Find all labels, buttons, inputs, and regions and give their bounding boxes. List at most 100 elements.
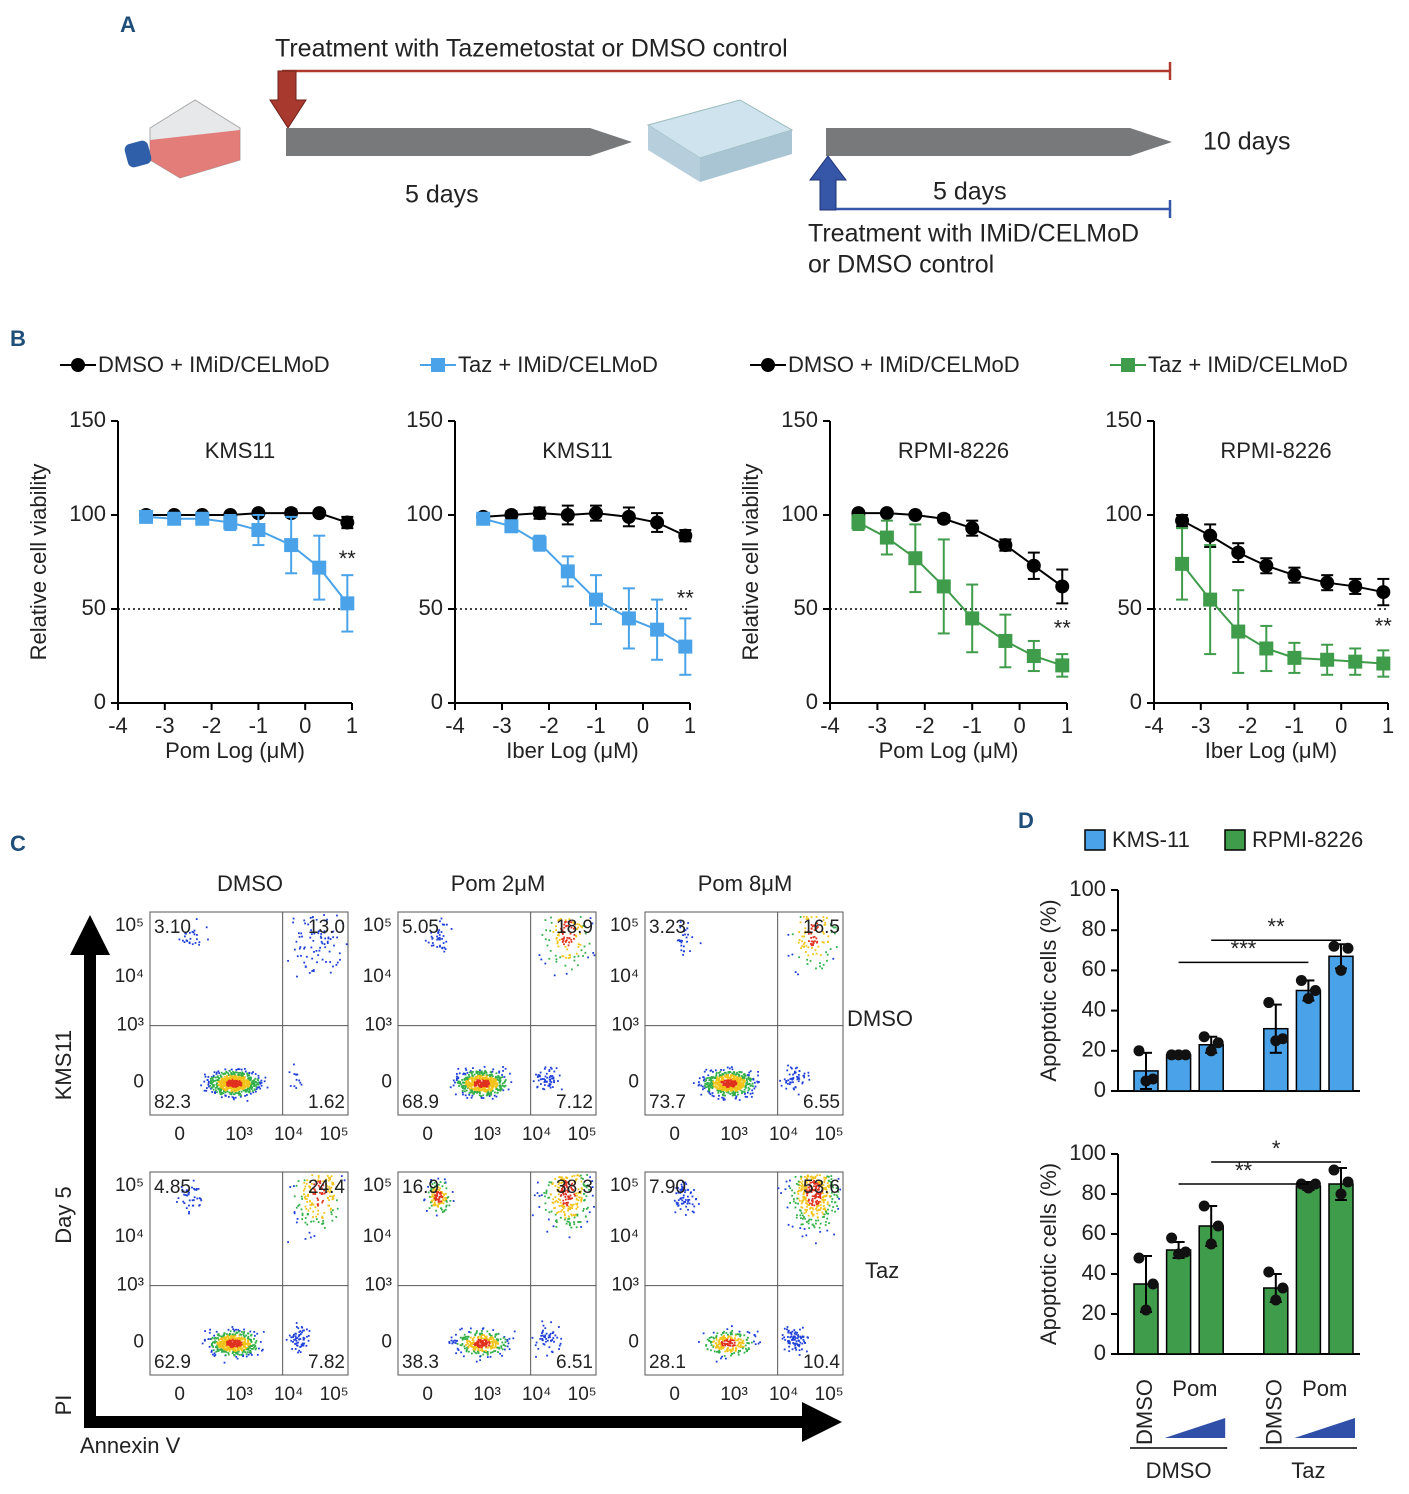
event-dot xyxy=(224,1094,227,1097)
event-dot xyxy=(573,959,576,962)
event-dot xyxy=(468,1085,471,1088)
event-dot xyxy=(686,1202,689,1205)
event-dot xyxy=(255,1088,258,1091)
event-dot xyxy=(319,929,322,932)
event-dot xyxy=(735,1081,738,1084)
event-dot xyxy=(683,1201,686,1203)
event-dot xyxy=(492,1068,495,1071)
event-dot xyxy=(237,1353,239,1356)
event-dot xyxy=(564,1217,567,1220)
event-dot xyxy=(441,1208,443,1211)
event-dot xyxy=(304,1238,307,1240)
event-dot xyxy=(723,1088,726,1091)
event-dot xyxy=(570,1186,573,1189)
event-dot xyxy=(577,1192,580,1194)
event-dot xyxy=(549,1332,552,1335)
event-dot xyxy=(704,1083,707,1085)
event-dot xyxy=(487,1080,490,1083)
event-dot xyxy=(232,1343,234,1346)
event-dot xyxy=(565,1176,568,1179)
event-dot xyxy=(472,1088,474,1090)
event-dot xyxy=(207,1338,210,1340)
event-dot xyxy=(677,1187,679,1189)
event-dot xyxy=(830,1175,833,1177)
event-dot xyxy=(239,1339,242,1342)
event-dot xyxy=(813,929,816,932)
event-dot xyxy=(256,1078,259,1081)
event-dot xyxy=(250,1083,253,1086)
marker xyxy=(284,538,299,553)
event-dot xyxy=(462,1085,464,1087)
event-dot xyxy=(317,1221,320,1223)
event-dot xyxy=(219,1338,222,1341)
event-dot xyxy=(746,1091,749,1094)
event-dot xyxy=(491,1075,494,1078)
event-dot xyxy=(320,937,323,939)
event-dot xyxy=(317,1176,320,1179)
event-dot xyxy=(799,916,802,918)
event-dot xyxy=(811,1202,813,1205)
event-dot xyxy=(472,1349,475,1352)
event-dot xyxy=(487,1082,490,1085)
event-dot xyxy=(226,1090,229,1093)
event-dot xyxy=(729,1074,732,1077)
event-dot xyxy=(223,1084,226,1087)
event-dot xyxy=(473,1090,476,1093)
x-tick-label: 10⁵ xyxy=(815,1124,844,1145)
event-dot xyxy=(815,1186,817,1189)
event-dot xyxy=(303,946,306,949)
event-dot xyxy=(726,1075,729,1078)
event-dot xyxy=(803,1190,806,1193)
event-dot xyxy=(235,1090,238,1092)
event-dot xyxy=(313,932,316,935)
arrow xyxy=(809,155,847,211)
event-dot xyxy=(552,1077,555,1080)
event-dot xyxy=(305,1344,308,1347)
event-dot xyxy=(502,1089,505,1092)
event-dot xyxy=(467,1074,470,1076)
marker xyxy=(908,508,923,522)
event-dot xyxy=(826,1208,829,1211)
event-dot xyxy=(243,1076,246,1079)
event-dot xyxy=(499,1352,502,1355)
event-dot xyxy=(473,1079,476,1082)
event-dot xyxy=(309,1179,312,1182)
event-dot xyxy=(507,1088,510,1091)
event-dot xyxy=(441,1191,444,1194)
event-dot xyxy=(809,1207,812,1210)
event-dot xyxy=(790,1077,793,1080)
event-dot xyxy=(299,1333,302,1335)
event-dot xyxy=(827,1185,829,1187)
event-dot xyxy=(808,1188,811,1191)
event-dot xyxy=(491,1089,494,1092)
event-dot xyxy=(216,1350,219,1352)
event-dot xyxy=(317,1179,320,1182)
event-dot xyxy=(463,1333,466,1336)
event-dot xyxy=(214,1076,217,1079)
event-dot xyxy=(223,1077,225,1080)
arrow xyxy=(269,70,307,129)
event-dot xyxy=(288,1071,291,1074)
event-dot xyxy=(477,1086,480,1089)
marker xyxy=(1287,568,1302,583)
event-dot xyxy=(450,1339,453,1342)
event-dot xyxy=(541,1339,544,1341)
event-dot xyxy=(557,1198,560,1200)
event-dot xyxy=(315,1215,318,1218)
event-dot xyxy=(794,971,797,974)
event-dot xyxy=(542,1329,544,1332)
event-dot xyxy=(583,1199,586,1201)
event-dot xyxy=(242,1083,245,1085)
event-dot xyxy=(544,1066,547,1069)
event-dot xyxy=(226,1088,228,1091)
marker xyxy=(965,521,980,536)
event-dot xyxy=(501,1341,504,1344)
event-dot xyxy=(708,1087,711,1090)
event-dot xyxy=(817,1201,820,1203)
event-dot xyxy=(184,1194,187,1196)
event-dot xyxy=(737,1093,739,1096)
event-dot xyxy=(330,1186,333,1189)
event-dot xyxy=(537,1347,540,1350)
event-dot xyxy=(725,1076,728,1079)
event-dot xyxy=(591,1180,594,1183)
